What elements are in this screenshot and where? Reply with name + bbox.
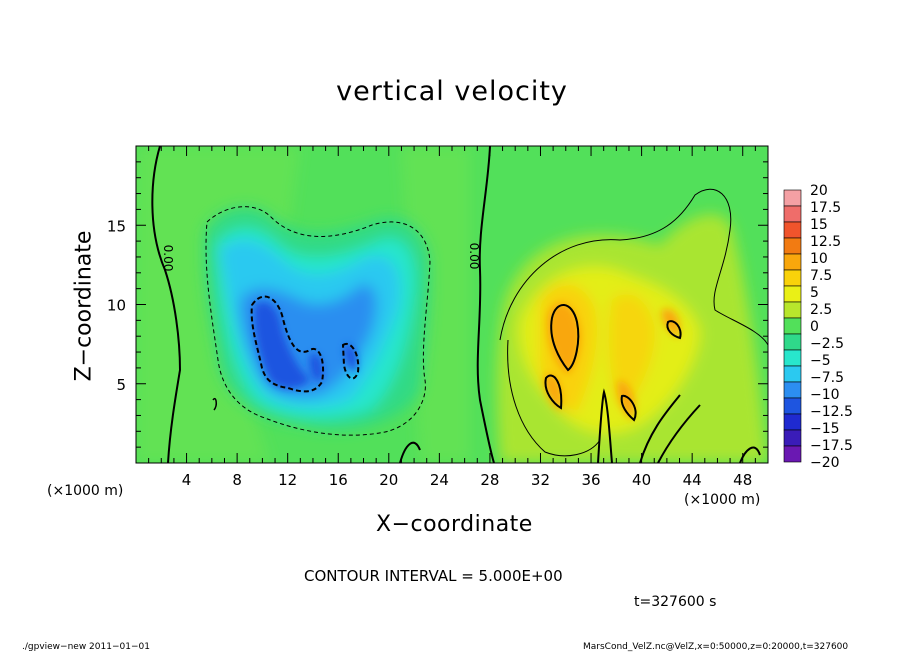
time-label: t=327600 s — [634, 594, 717, 610]
velocity-field — [136, 146, 768, 463]
x-tick-label: 16 — [329, 471, 348, 489]
x-tick-label: 12 — [278, 471, 297, 489]
colorbar-swatch — [783, 397, 802, 415]
colorbar-label: 17.5 — [810, 200, 841, 216]
x-tick-label: 20 — [379, 471, 398, 489]
colorbar-swatch — [783, 317, 802, 335]
colorbar-swatch — [783, 237, 802, 255]
colorbar-swatch — [783, 333, 802, 351]
x-unit-label-right: (×1000 m) — [684, 492, 761, 508]
colorbar-swatch — [783, 253, 802, 271]
zero-contour-label-right: 0.00 — [467, 243, 481, 270]
x-tick-label: 36 — [581, 471, 600, 489]
colorbar-swatch — [783, 189, 802, 207]
colorbar-label: 10 — [810, 251, 828, 267]
x-tick-label: 28 — [480, 471, 499, 489]
colorbar-swatch — [783, 365, 802, 383]
y-tick-label: 10 — [107, 297, 126, 315]
colorbar-swatch — [783, 429, 802, 447]
y-tick-label: 15 — [107, 217, 126, 235]
chart-title: vertical velocity — [336, 76, 568, 107]
colorbar-label: 2.5 — [810, 302, 832, 318]
colorbar-swatch — [783, 205, 802, 223]
colorbar-label: −17.5 — [810, 438, 853, 454]
x-tick-label: 8 — [232, 471, 242, 489]
colorbar-label: −10 — [810, 387, 840, 403]
x-tick-label: 44 — [683, 471, 702, 489]
colorbar-swatch — [783, 269, 802, 287]
x-unit-label-left: (×1000 m) — [47, 483, 124, 499]
colorbar-swatch — [783, 445, 802, 463]
colorbar-label: −7.5 — [810, 370, 844, 386]
footer-source: MarsCond_VelZ.nc@VelZ,x=0:50000,z=0:2000… — [583, 642, 849, 652]
colorbar-label: 12.5 — [810, 234, 841, 250]
colorbar-label: 7.5 — [810, 268, 832, 284]
colorbar-swatch — [783, 221, 802, 239]
colorbar-label: −5 — [810, 353, 831, 369]
footer-program: ./gpview−new 2011−01−01 — [22, 642, 150, 652]
x-tick-label: 40 — [632, 471, 651, 489]
x-tick-label: 4 — [182, 471, 192, 489]
x-axis-label: X−coordinate — [376, 512, 533, 537]
colorbar-swatch — [783, 381, 802, 399]
colorbar-label: −20 — [810, 455, 840, 471]
colorbar: 2017.51512.5107.552.50−2.5−5−7.5−10−12.5… — [783, 183, 853, 471]
x-tick-label: 32 — [531, 471, 550, 489]
colorbar-swatch — [783, 349, 802, 367]
colorbar-label: 20 — [810, 183, 828, 199]
y-tick-label: 5 — [116, 376, 126, 394]
y-axis-label: Z−coordinate — [71, 230, 97, 382]
colorbar-label: 5 — [810, 285, 819, 301]
colorbar-label: 15 — [810, 217, 828, 233]
colorbar-label: 0 — [810, 319, 819, 335]
x-tick-label: 48 — [733, 471, 752, 489]
x-tick-label: 24 — [430, 471, 449, 489]
colorbar-swatch — [783, 301, 802, 319]
colorbar-swatch — [783, 413, 802, 431]
colorbar-swatch — [783, 285, 802, 303]
colorbar-label: −15 — [810, 421, 840, 437]
colorbar-label: −12.5 — [810, 404, 853, 420]
contour-interval: CONTOUR INTERVAL = 5.000E+00 — [304, 567, 563, 585]
colorbar-label: −2.5 — [810, 336, 844, 352]
zero-contour-label-left: 0.00 — [161, 245, 175, 272]
